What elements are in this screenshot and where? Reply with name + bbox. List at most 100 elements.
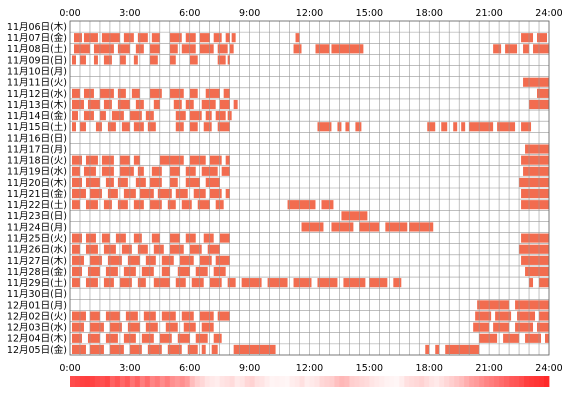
row-label: 12月04日(木) (7, 333, 67, 345)
heat-cell (119, 376, 126, 387)
activity-bar (205, 111, 212, 121)
activity-bar (72, 266, 82, 277)
heat-cell (474, 376, 480, 387)
activity-bar (169, 233, 180, 243)
activity-bar (72, 200, 80, 210)
row-label: 11月09日(日) (7, 55, 67, 66)
heat-cell (114, 376, 121, 387)
activity-bar (343, 278, 366, 288)
activity-bar (217, 122, 230, 132)
activity-bar (109, 322, 122, 332)
heat-cell (174, 376, 181, 387)
activity-bar (493, 322, 510, 332)
activity-bar (85, 200, 98, 210)
heat-cell (514, 376, 520, 387)
activity-bar (105, 266, 118, 277)
activity-bar (149, 88, 162, 98)
activity-bar (525, 333, 542, 343)
activity-bar (72, 311, 86, 321)
activity-bar (169, 88, 184, 98)
activity-bar (461, 122, 466, 132)
activity-bar (385, 222, 408, 232)
activity-bar (189, 155, 206, 165)
activity-bar (123, 33, 134, 43)
activity-bar (147, 122, 156, 132)
activity-bar (217, 55, 226, 65)
heat-cell (504, 376, 510, 387)
activity-bar (119, 278, 132, 288)
x-tick-label: 12:00 (296, 363, 323, 374)
activity-bar (213, 33, 222, 43)
activity-bar (355, 122, 362, 132)
activity-bar (205, 177, 220, 187)
heat-cell (479, 376, 485, 387)
activity-bar (393, 278, 402, 288)
activity-bar (177, 266, 190, 277)
activity-bar (317, 122, 332, 132)
activity-bar (195, 333, 208, 343)
activity-bar (545, 333, 549, 343)
activity-bar (525, 266, 549, 277)
activity-bar (87, 266, 100, 277)
activity-bar (79, 55, 86, 65)
activity-bar (301, 222, 324, 232)
activity-bar (533, 44, 549, 54)
activity-bar (95, 122, 102, 132)
heat-cell (184, 376, 191, 387)
activity-bar (159, 333, 172, 343)
activity-bar (167, 344, 182, 354)
activity-bar (167, 200, 176, 210)
activity-bar (317, 278, 338, 288)
heat-cell (154, 376, 161, 387)
activity-bar (453, 122, 458, 132)
x-tick-label: 3:00 (119, 8, 140, 19)
activity-bar (295, 33, 300, 43)
activity-bar (169, 55, 176, 65)
activity-bar (215, 255, 230, 265)
heat-cell (364, 376, 370, 387)
row-label: 12月05日(金) (7, 344, 67, 356)
heat-cell (459, 376, 465, 387)
activity-bar (157, 189, 172, 199)
heat-cell (254, 376, 260, 387)
activity-bar (205, 88, 220, 98)
activity-bar (293, 44, 302, 54)
heat-cell (249, 376, 256, 387)
row-label: 11月12日(水) (7, 88, 67, 100)
activity-bar (175, 189, 188, 199)
activity-bar (107, 189, 118, 199)
heat-cell (159, 376, 166, 387)
heat-cell (394, 376, 400, 387)
activity-bar (127, 322, 140, 332)
activity-bar (521, 155, 549, 165)
activity-bar (131, 88, 140, 98)
heat-cell (84, 376, 91, 387)
activity-bar (219, 233, 230, 243)
activity-bar (117, 44, 130, 54)
heat-cell (509, 376, 515, 387)
activity-bar (85, 177, 100, 187)
activity-bar (115, 233, 126, 243)
activity-bar (525, 144, 549, 154)
x-tick-label: 12:00 (296, 8, 323, 19)
row-label: 11月08日(土) (7, 43, 67, 55)
activity-bar (83, 111, 94, 121)
activity-bar (137, 166, 144, 176)
activity-bar (539, 311, 549, 321)
heat-cell (89, 376, 96, 387)
heat-cell (344, 376, 350, 387)
heat-cell (489, 376, 495, 387)
x-tick-label: 18:00 (416, 363, 443, 374)
activity-bar (189, 88, 198, 98)
activity-bar (137, 33, 148, 43)
row-label: 11月28日(金) (7, 266, 67, 278)
activity-bar (107, 122, 116, 132)
activity-bar (72, 233, 82, 243)
activity-bar (133, 55, 138, 65)
heat-cell (139, 376, 146, 387)
activity-bar (151, 166, 162, 176)
activity-bar (523, 77, 549, 87)
activity-bar (103, 55, 112, 65)
activity-bar (505, 44, 518, 54)
activity-bar (181, 44, 196, 54)
